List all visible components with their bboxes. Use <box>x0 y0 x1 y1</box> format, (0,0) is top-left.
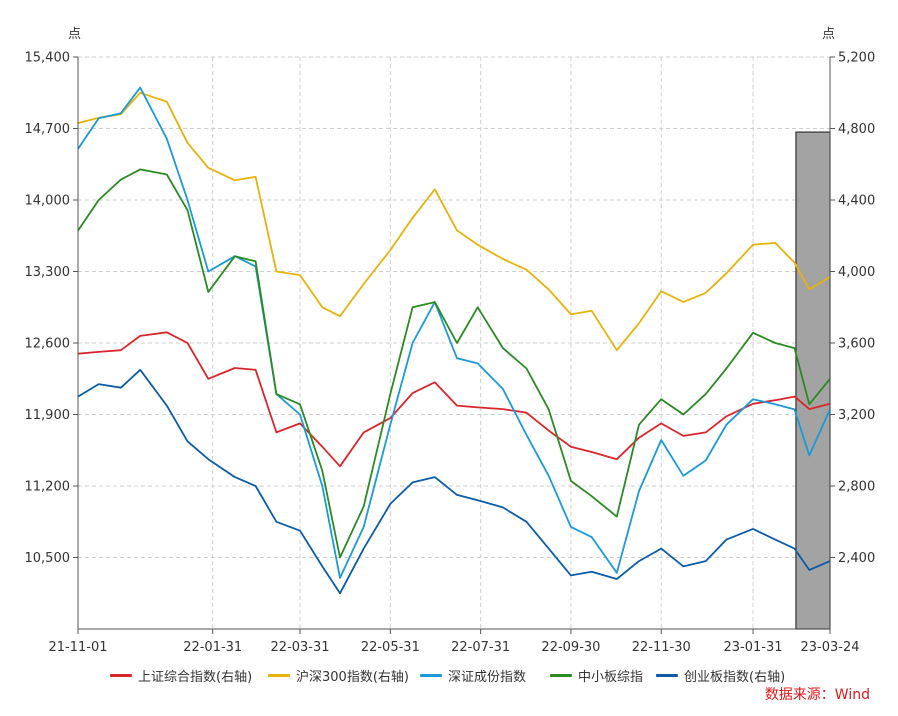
legend-label-sme-composite: 中小板综指 <box>578 669 644 685</box>
legend-label-chinext: 创业板指数(右轴) <box>684 669 786 685</box>
right-tick-label: 3,600 <box>838 337 875 352</box>
right-tick-label: 2,400 <box>838 551 875 566</box>
x-tick-label: 22-07-31 <box>451 640 510 655</box>
gridlines <box>78 56 830 629</box>
x-tick-label: 23-03-24 <box>800 640 859 655</box>
left-tick-label: 12,600 <box>25 337 71 352</box>
legend-swatch-shanghai-composite <box>110 673 132 677</box>
series-line-0 <box>77 331 831 468</box>
series-line-2 <box>77 86 831 579</box>
legend-label-shanghai-composite: 上证综合指数(右轴) <box>138 669 253 685</box>
x-tick-label: 23-01-31 <box>724 640 783 655</box>
right-tick-label: 5,200 <box>838 51 875 66</box>
right-tick-label: 4,000 <box>838 265 875 280</box>
legend-label-csi300: 沪深300指数(右轴) <box>296 669 409 685</box>
legend-swatch-shenzhen-component <box>420 673 442 677</box>
legend-item-shenzhen-component[interactable]: 深证成份指数 <box>420 664 526 686</box>
left-tick-label: 15,400 <box>25 51 71 66</box>
left-tick-label: 14,000 <box>25 194 71 209</box>
legend-item-sme-composite[interactable]: 中小板综指 <box>550 664 643 686</box>
left-tick-label: 10,500 <box>25 551 71 566</box>
right-tick-label: 2,800 <box>838 480 875 495</box>
legend-item-shanghai-composite[interactable]: 上证综合指数(右轴) <box>110 664 252 686</box>
legend-swatch-sme-composite <box>550 673 572 677</box>
source-note: 数据来源：Wind <box>764 687 870 703</box>
x-tick-label: 22-03-31 <box>271 640 330 655</box>
x-tick-label: 22-09-30 <box>541 640 600 655</box>
left-tick-label: 13,300 <box>25 265 71 280</box>
legend-swatch-chinext <box>656 673 678 677</box>
series-line-3 <box>77 168 831 559</box>
x-tick-label: 21-11-01 <box>48 640 107 655</box>
highlight-region <box>795 131 831 630</box>
left-tick-label: 14,700 <box>25 122 71 137</box>
x-tick-label: 22-05-31 <box>361 640 420 655</box>
legend: 上证综合指数(右轴) 沪深300指数(右轴) 深证成份指数 中小板综指 创业板指… <box>0 664 898 686</box>
right-tick-label: 3,200 <box>838 408 875 423</box>
legend-label-shenzhen-component: 深证成份指数 <box>448 669 527 685</box>
x-tick-label: 22-01-31 <box>183 640 242 655</box>
right-tick-label: 4,800 <box>838 122 875 137</box>
x-tick-label: 22-11-30 <box>632 640 691 655</box>
series-line-1 <box>77 91 831 352</box>
right-tick-label: 4,400 <box>838 194 875 209</box>
legend-swatch-csi300 <box>268 673 290 677</box>
legend-item-csi300[interactable]: 沪深300指数(右轴) <box>268 664 409 686</box>
left-axis-unit: 点 <box>68 27 81 42</box>
right-axis-unit: 点 <box>822 27 835 42</box>
series-line-4 <box>77 368 831 595</box>
left-tick-label: 11,200 <box>25 480 71 495</box>
axes: 15,400 14,700 14,000 13,300 12,600 11,900 11,2… <box>25 51 876 656</box>
legend-item-chinext[interactable]: 创业板指数(右轴) <box>656 664 785 686</box>
highlight-box <box>795 131 831 630</box>
left-tick-label: 11,900 <box>25 408 71 423</box>
series-lines <box>77 86 831 595</box>
